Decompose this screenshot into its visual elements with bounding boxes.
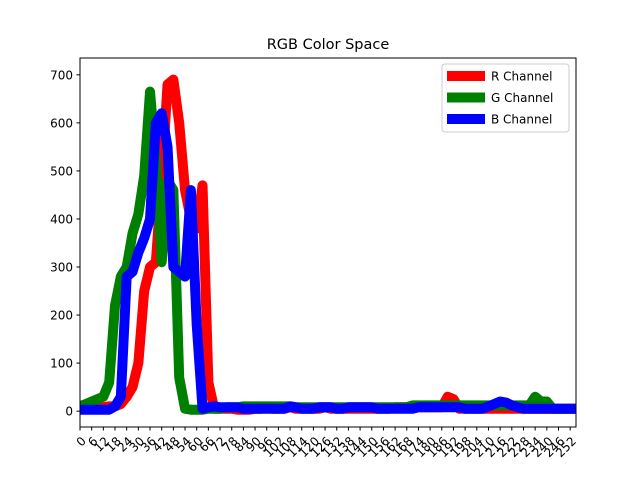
y-tick-label: 100 [50, 357, 73, 371]
y-tick-label: 200 [50, 309, 73, 323]
series-line-b-channel [80, 108, 576, 415]
y-tick-label: 300 [50, 261, 73, 275]
x-axis: 0612182430364248546066727884909610210811… [74, 427, 579, 460]
series-layer [80, 74, 576, 415]
plot-area [79, 57, 577, 428]
legend-label-r-channel: R Channel [491, 70, 552, 84]
chart-title: RGB Color Space [267, 37, 390, 53]
legend-label-g-channel: G Channel [491, 91, 553, 105]
legend-label-b-channel: B Channel [491, 113, 552, 127]
y-tick-label: 400 [50, 212, 73, 226]
plot-frame [79, 57, 577, 428]
legend: R Channel G Channel B Channel [441, 63, 570, 133]
y-tick-label: 0 [65, 405, 73, 419]
y-tick-label: 700 [50, 68, 73, 82]
y-axis: 0 100 200 300 400 500 600 700 [50, 68, 80, 419]
y-tick-label: 600 [50, 116, 73, 130]
y-tick-label: 500 [50, 164, 73, 178]
